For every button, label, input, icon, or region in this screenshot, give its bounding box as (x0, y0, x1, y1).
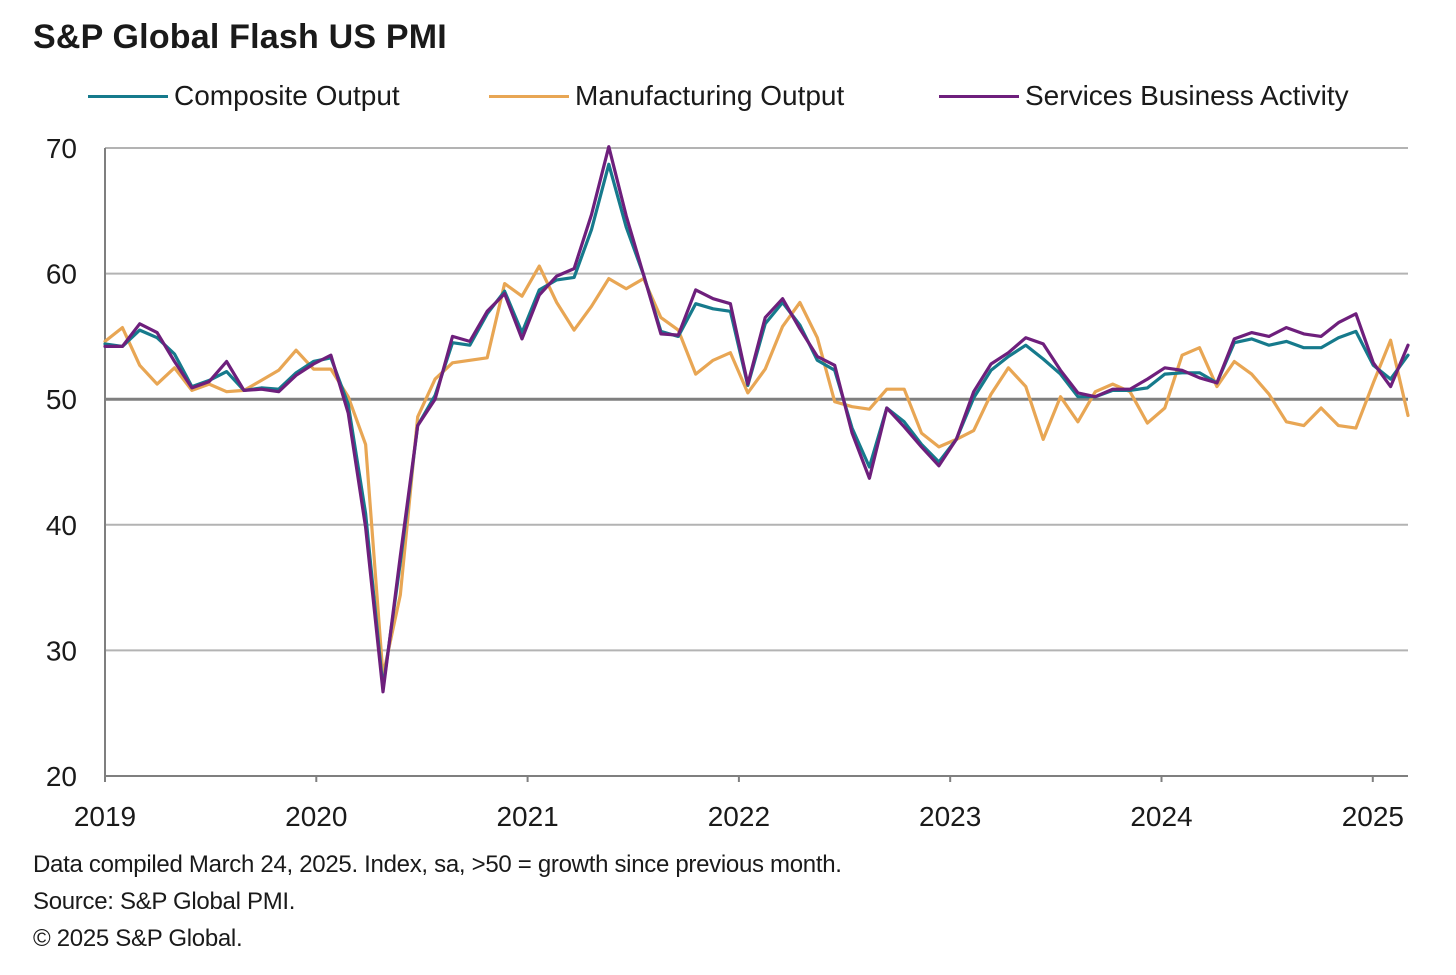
x-tick-label-2022: 2022 (708, 801, 770, 832)
x-tick-label-2019: 2019 (74, 801, 136, 832)
chart-legend: Composite Output Manufacturing Output Se… (88, 80, 1428, 120)
legend-item-composite: Composite Output (88, 80, 400, 112)
series-line-composite (103, 162, 1410, 690)
chart-title: S&P Global Flash US PMI (33, 18, 447, 56)
y-tick-label-70: 70 (46, 133, 77, 164)
x-tick-label-2021: 2021 (496, 801, 558, 832)
y-tick-label-60: 60 (46, 259, 77, 290)
legend-swatch-manufacturing (489, 94, 569, 98)
footer-copyright: © 2025 S&P Global. (33, 925, 243, 952)
legend-label-services: Services Business Activity (1025, 80, 1349, 111)
series-line-manufacturing (103, 264, 1410, 678)
x-tick-label-2024: 2024 (1130, 801, 1192, 832)
footer-note: Data compiled March 24, 2025. Index, sa,… (33, 851, 842, 878)
series-line-services (103, 145, 1410, 694)
x-tick-label-2025: 2025 (1342, 801, 1404, 832)
x-tick-label-2020: 2020 (285, 801, 347, 832)
y-tick-label-30: 30 (46, 635, 77, 666)
legend-label-manufacturing: Manufacturing Output (575, 80, 845, 111)
footer-source: Source: S&P Global PMI. (33, 888, 296, 915)
x-tick-label-2023: 2023 (919, 801, 981, 832)
legend-swatch-composite (88, 94, 168, 98)
y-tick-label-40: 40 (46, 510, 77, 541)
y-tick-label-20: 20 (46, 761, 77, 792)
legend-label-composite: Composite Output (174, 80, 400, 111)
y-tick-label-50: 50 (46, 384, 77, 415)
line-chart: 20 30 40 50 60 70 2019 2020 2021 2022 2023 2024 2025 (46, 133, 1410, 832)
legend-item-manufacturing: Manufacturing Output (489, 80, 844, 112)
legend-swatch-services (939, 94, 1019, 98)
legend-item-services: Services Business Activity (939, 80, 1349, 112)
